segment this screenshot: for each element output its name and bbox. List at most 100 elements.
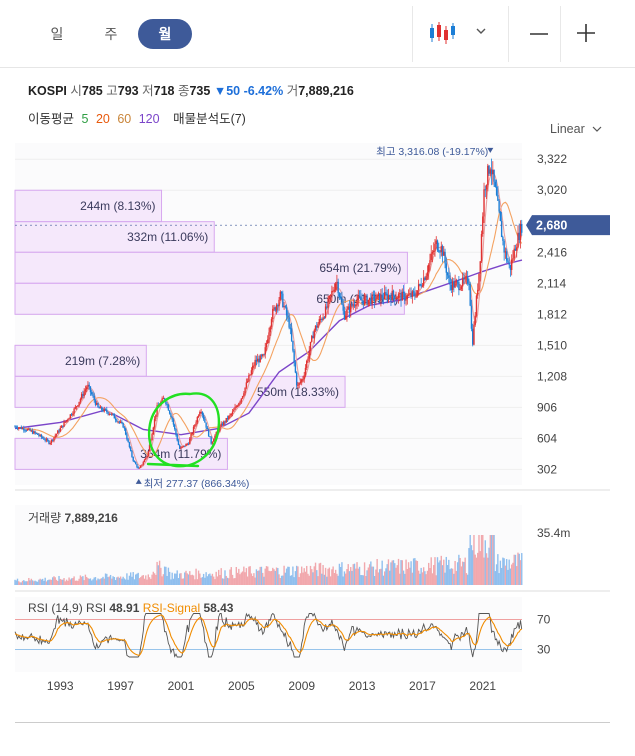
candle-body — [108, 413, 111, 415]
candle-body — [78, 401, 80, 406]
volume-bar — [259, 566, 261, 585]
volume-title: 거래량 7,889,216 — [28, 511, 118, 525]
candle-body — [171, 417, 173, 420]
volume-bar — [262, 572, 264, 585]
volume-bar — [435, 575, 437, 585]
minus-icon[interactable] — [528, 23, 550, 45]
candle-body — [173, 424, 176, 429]
chevron-down-icon[interactable] — [474, 24, 488, 38]
scale-selector[interactable]: Linear — [550, 122, 602, 136]
candle-body — [39, 434, 41, 436]
volume-bar — [477, 552, 479, 585]
volume-bar — [288, 566, 290, 585]
volume-bar — [319, 562, 322, 585]
candle-body — [429, 260, 431, 265]
candle-body — [470, 305, 473, 329]
volume-bar — [253, 573, 255, 585]
ohlc-info: KOSPI 시785 고793 저718 종735 ▼50 -6.42% 거7,… — [28, 80, 354, 99]
volume-bar — [336, 573, 338, 585]
volume-bar — [513, 554, 515, 585]
volume-bar — [131, 576, 133, 585]
volume-bar — [152, 571, 155, 585]
candle-body — [293, 350, 295, 363]
candle-body — [84, 389, 87, 392]
candle-body — [168, 410, 171, 414]
volume-bar — [414, 558, 416, 585]
volume-bar — [29, 580, 31, 585]
candle-body — [89, 386, 92, 393]
candle-body — [243, 393, 245, 397]
volume-bar — [218, 569, 220, 585]
volume-bar — [370, 561, 372, 585]
candle-body — [234, 407, 236, 410]
volume-bar — [380, 568, 382, 585]
volume-bar — [282, 575, 284, 585]
candle-body — [219, 425, 221, 431]
candle-body — [260, 355, 263, 357]
y-tick-label: 1,208 — [537, 369, 567, 383]
volume-bar — [357, 568, 359, 585]
volume-bar — [518, 553, 520, 585]
volume-bar — [220, 568, 222, 585]
tab-monthly[interactable]: 월 — [138, 19, 192, 49]
volume-bar — [469, 535, 471, 585]
volume-value: 7,889,216 — [298, 84, 354, 98]
volume-bar — [445, 556, 448, 585]
candle-body — [475, 295, 478, 316]
rsi-value: 48.91 — [109, 601, 142, 615]
candle-body — [221, 423, 224, 426]
tab-daily[interactable]: 일 — [50, 26, 64, 42]
volume-bar — [260, 566, 263, 585]
candle-body — [239, 401, 241, 404]
volume-bar — [355, 568, 357, 585]
volume-bar — [226, 577, 229, 585]
volume-bar — [40, 579, 43, 585]
candle-body — [205, 422, 207, 428]
volume-bar — [18, 581, 20, 585]
volume-bar — [16, 578, 19, 585]
volume-bar — [434, 557, 436, 585]
candle-body — [196, 417, 199, 423]
volume-bar — [292, 566, 294, 585]
volume-bar — [308, 575, 310, 585]
volume-bar — [373, 576, 376, 585]
candle-body — [165, 399, 167, 404]
open-value: 785 — [81, 84, 103, 98]
volume-bar — [112, 576, 114, 585]
volume-bar — [358, 566, 361, 585]
volume-bar — [424, 571, 426, 585]
volume-bar — [345, 573, 347, 585]
y-tick-label: 3,322 — [537, 152, 567, 166]
volume-bar — [490, 535, 493, 585]
volume-bar — [277, 568, 279, 585]
volume-bar — [97, 578, 99, 585]
volume-bar — [521, 553, 523, 585]
candle-body — [372, 294, 375, 296]
volume-bar — [78, 578, 80, 585]
candlestick-icon[interactable] — [429, 21, 457, 45]
candle-body — [181, 446, 183, 448]
volume-bar — [406, 568, 409, 585]
rsi-signal-line — [14, 614, 522, 656]
volume-bar — [143, 578, 146, 585]
tab-weekly[interactable]: 주 — [104, 26, 118, 42]
candle-body — [16, 427, 19, 429]
candle-body — [468, 283, 470, 285]
volume-bar — [510, 564, 513, 585]
candle-body — [373, 294, 376, 302]
volume-bar — [98, 579, 100, 585]
toolbar-divider — [560, 6, 561, 62]
indicator-legend[interactable]: 이동평균 5 20 60 120 매물분석도(7) — [28, 108, 250, 127]
volume-bar — [264, 568, 266, 585]
candle-body — [254, 359, 256, 366]
candle-body — [490, 169, 493, 175]
candle-body — [209, 436, 211, 438]
volume-bar — [258, 570, 260, 585]
candle-body — [417, 284, 420, 291]
low-value: 718 — [153, 84, 175, 98]
volume-bar — [65, 579, 68, 585]
volume-bar — [483, 557, 485, 585]
plus-icon[interactable] — [575, 22, 597, 44]
candle-body — [67, 419, 69, 421]
